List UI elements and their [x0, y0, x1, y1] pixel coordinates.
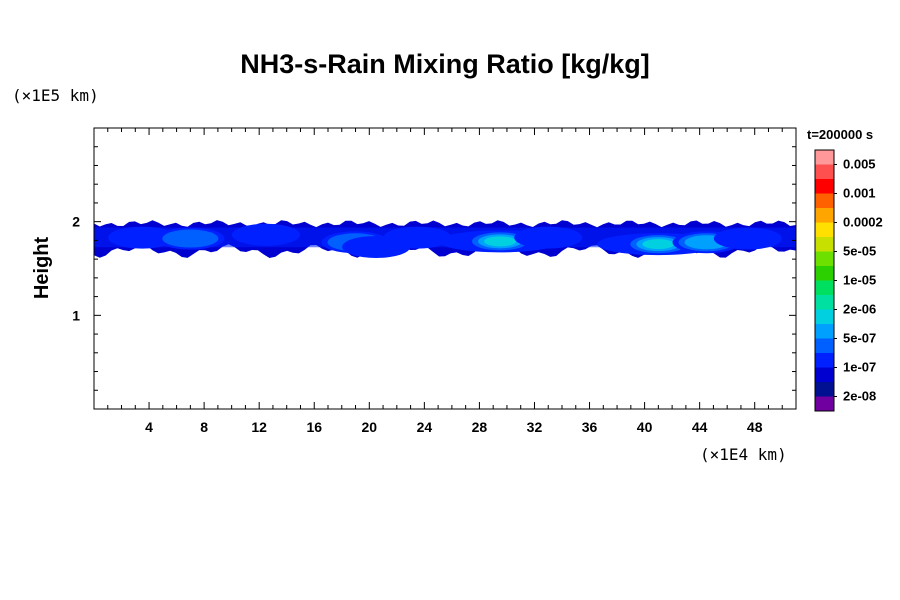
colorbar-label: 0.001	[843, 186, 876, 201]
y-unit-label: (×1E5 km)	[12, 86, 99, 105]
concentration-cell	[713, 227, 782, 250]
colorbar-swatch	[815, 324, 834, 339]
colorbar-label: 5e-05	[843, 244, 876, 259]
concentration-cell	[108, 226, 177, 249]
colorbar-swatch	[815, 222, 834, 237]
colorbar-swatch	[815, 280, 834, 295]
concentration-cell	[597, 233, 720, 256]
colorbar-swatch	[815, 208, 834, 223]
concentration-cell	[156, 227, 225, 250]
concentration-cell	[232, 223, 301, 246]
x-tick-label: 44	[692, 419, 708, 435]
colorbar: 0.005 0.001 0.0002 5e-05 1e-05 2e-06 5e-07 1e-0…	[814, 149, 883, 412]
plot-frame	[93, 127, 797, 410]
time-label: t=200000 s	[807, 127, 873, 142]
colorbar-swatch	[815, 150, 834, 165]
colorbar-swatch	[815, 179, 834, 194]
colorbar-label: 1e-07	[843, 360, 876, 375]
concentration-cell	[383, 226, 452, 249]
colorbar-swatch	[815, 382, 834, 397]
x-tick-label: 32	[527, 419, 543, 435]
x-tick-label: 16	[306, 419, 322, 435]
colorbar-label: 0.005	[843, 157, 876, 172]
colorbar-swatch	[815, 193, 834, 208]
colorbar-label: 0.0002	[843, 215, 883, 230]
colorbar-label: 1e-05	[843, 273, 876, 288]
x-tick-label: 24	[417, 419, 433, 435]
colorbar-swatch	[815, 367, 834, 382]
x-tick-label: 12	[251, 419, 267, 435]
x-tick-label: 48	[747, 419, 763, 435]
colorbar-swatch	[815, 295, 834, 310]
colorbar-swatch	[815, 164, 834, 179]
x-unit-label: (×1E4 km)	[700, 445, 787, 464]
x-tick-label: 40	[637, 419, 653, 435]
colorbar-swatch	[815, 353, 834, 368]
colorbar-swatch	[815, 251, 834, 266]
y-axis-label: Height	[31, 237, 53, 300]
colorbar-swatch	[815, 338, 834, 353]
x-tick-label: 36	[582, 419, 598, 435]
colorbar-label: 5e-07	[843, 331, 876, 346]
x-tick-label: 4	[145, 419, 153, 435]
colorbar-swatch	[815, 396, 834, 411]
colorbar-swatch	[815, 309, 834, 324]
y-tick-label: 1	[72, 307, 80, 323]
colorbar-swatch	[815, 237, 834, 252]
x-tick-label: 28	[472, 419, 488, 435]
concentration-cell	[514, 226, 583, 249]
colorbar-swatch	[815, 266, 834, 281]
x-tick-label: 8	[200, 419, 208, 435]
chart-title: NH3-s-Rain Mixing Ratio [kg/kg]	[240, 49, 650, 79]
colorbar-label: 2e-06	[843, 302, 876, 317]
y-tick-label: 2	[72, 214, 80, 230]
plot-area	[94, 220, 796, 258]
colorbar-label: 2e-08	[843, 389, 876, 404]
x-tick-label: 20	[362, 419, 378, 435]
